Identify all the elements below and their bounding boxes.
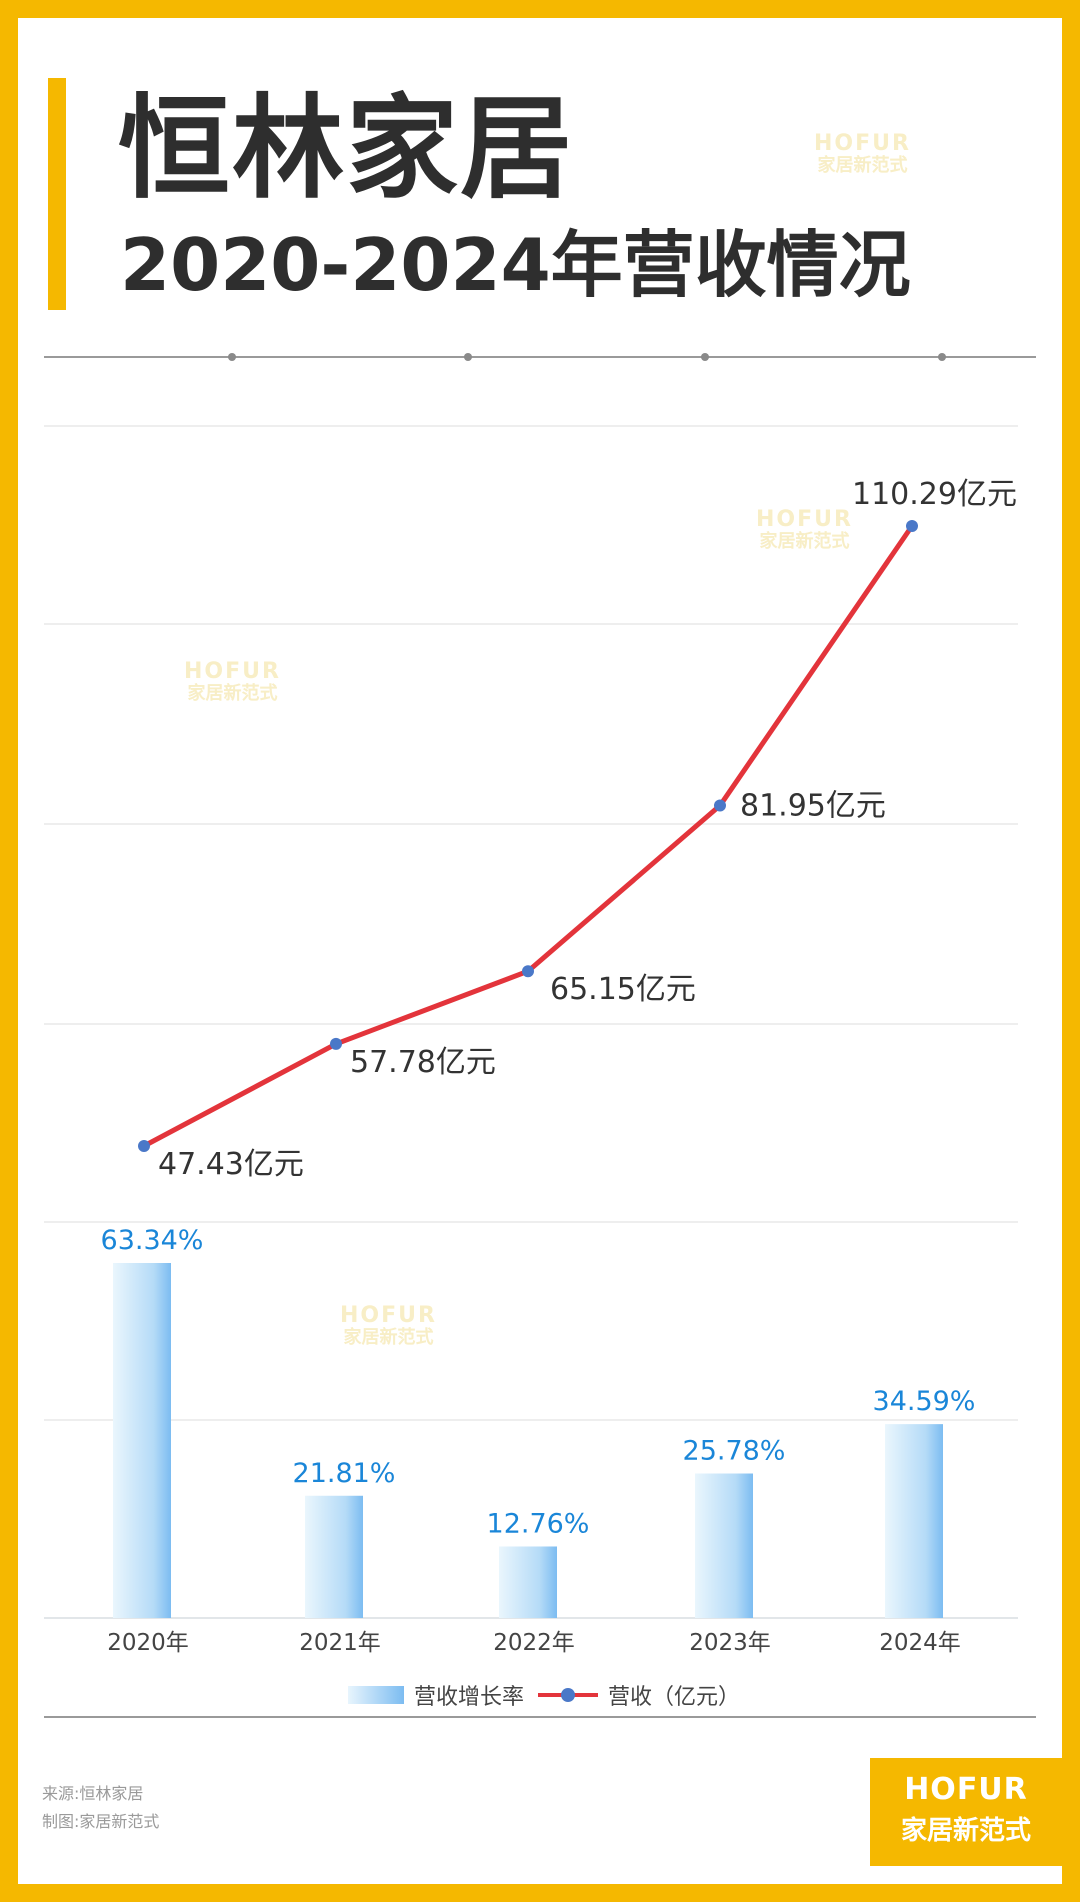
divider-dot [701,353,709,361]
x-tick-label: 2024年 [879,1630,961,1656]
legend-label-revenue: 营收（亿元） [608,1685,741,1710]
brand-title: 恒林家居 [118,84,574,214]
title-accent-bar [48,78,66,310]
revenue-combo-chart: 63.34% 2020年 21.81% 2021年 12.76% 2022年 25.78% 2… [44,425,1018,1656]
revenue-value-label: 81.95亿元 [740,789,886,824]
legend-bar-swatch [348,1686,404,1704]
legend-line-swatch [538,1684,599,1706]
logo-text: HOFUR [904,1772,1028,1807]
growth-bar [695,1473,753,1618]
growth-value-label: 34.59% [873,1386,976,1417]
revenue-value-label: 65.15亿元 [550,972,696,1007]
growth-bar [113,1263,171,1618]
poster: 恒林家居 2020-2024年营收情况 HOFUR 家居新范式 HOFUR 家居新范… [18,18,1062,1884]
growth-value-label: 63.34% [101,1225,204,1256]
revenue-point [330,1037,342,1050]
growth-value-label: 21.81% [293,1458,396,1489]
revenue-value-label: 47.43亿元 [158,1147,304,1182]
growth-bar [885,1424,943,1618]
growth-value-label: 12.76% [487,1508,590,1539]
revenue-line [141,523,915,1149]
watermark: HOFUR 家居新范式 [756,507,853,553]
brand-logo: HOFUR 家居新范式 [870,1758,1062,1866]
revenue-value-label: 57.78亿元 [350,1045,496,1080]
divider-dot [228,353,236,361]
x-tick-label: 2021年 [299,1630,381,1656]
x-tick-label: 2022年 [493,1630,575,1656]
watermark: HOFUR 家居新范式 [814,131,911,177]
chart-title: 2020-2024年营收情况 [120,223,911,307]
revenue-point [522,965,534,978]
top-divider [44,356,1036,358]
watermark: HOFUR 家居新范式 [340,1303,437,1349]
revenue-value-label: 110.29亿元 [852,477,1017,512]
source-note: 来源:恒林家居 [42,1784,144,1803]
bottom-divider [44,1716,1036,1718]
divider-dot [464,353,472,361]
growth-value-label: 25.78% [683,1436,786,1467]
maker-note: 制图:家居新范式 [42,1812,160,1831]
revenue-point [138,1140,150,1152]
divider-dot [938,353,946,361]
watermark: HOFUR 家居新范式 [184,659,281,705]
revenue-point [906,520,918,532]
legend-label-growth: 营收增长率 [414,1685,525,1710]
growth-bar [499,1546,557,1618]
growth-bar [305,1495,363,1618]
x-tick-label: 2023年 [689,1630,771,1656]
x-tick-label: 2020年 [107,1630,189,1656]
chart-legend: 营收增长率 营收（亿元） [348,1680,740,1710]
logo-subtext: 家居新范式 [900,1816,1031,1846]
revenue-point [714,799,726,812]
